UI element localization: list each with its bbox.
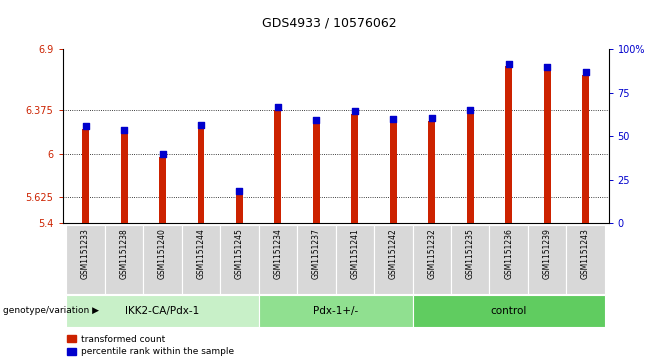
Point — [234, 188, 245, 194]
Text: GSM1151244: GSM1151244 — [197, 228, 205, 279]
Bar — [582, 74, 589, 223]
Text: control: control — [490, 306, 527, 316]
Text: GSM1151238: GSM1151238 — [120, 228, 128, 278]
Bar — [428, 121, 435, 223]
Bar — [297, 225, 336, 294]
Text: GSM1151232: GSM1151232 — [427, 228, 436, 278]
Point — [465, 107, 476, 113]
Point — [580, 69, 591, 74]
Bar — [66, 225, 105, 294]
Bar — [236, 194, 243, 223]
Point — [119, 127, 130, 132]
Text: GSM1151243: GSM1151243 — [581, 228, 590, 279]
Bar — [274, 110, 282, 223]
Point — [195, 122, 206, 128]
Bar — [259, 295, 413, 327]
Bar — [467, 113, 474, 223]
Bar — [374, 225, 413, 294]
Point — [388, 117, 399, 122]
Bar — [220, 225, 259, 294]
Bar — [567, 225, 605, 294]
Legend: transformed count, percentile rank within the sample: transformed count, percentile rank withi… — [67, 335, 234, 356]
Text: GSM1151241: GSM1151241 — [350, 228, 359, 278]
Bar — [313, 123, 320, 223]
Bar — [505, 66, 512, 223]
Text: GSM1151234: GSM1151234 — [273, 228, 282, 279]
Bar — [413, 225, 451, 294]
Bar — [490, 225, 528, 294]
Bar — [451, 225, 490, 294]
Bar — [197, 128, 205, 223]
Text: GSM1151233: GSM1151233 — [81, 228, 90, 279]
Text: GDS4933 / 10576062: GDS4933 / 10576062 — [262, 16, 396, 29]
Point — [426, 115, 437, 121]
Text: Pdx-1+/-: Pdx-1+/- — [313, 306, 358, 316]
Bar — [82, 129, 89, 223]
Bar — [336, 225, 374, 294]
Bar — [66, 295, 259, 327]
Point — [311, 118, 322, 123]
Point — [272, 104, 283, 110]
Bar — [413, 295, 605, 327]
Bar — [182, 225, 220, 294]
Bar — [528, 225, 567, 294]
Bar — [159, 157, 166, 223]
Text: GSM1151239: GSM1151239 — [543, 228, 551, 279]
Point — [349, 108, 360, 114]
Bar — [544, 70, 551, 223]
Point — [157, 151, 168, 157]
Text: GSM1151242: GSM1151242 — [389, 228, 398, 278]
Point — [503, 61, 514, 66]
Bar — [143, 225, 182, 294]
Bar — [105, 225, 143, 294]
Text: GSM1151237: GSM1151237 — [312, 228, 321, 279]
Bar — [259, 225, 297, 294]
Text: genotype/variation ▶: genotype/variation ▶ — [3, 306, 99, 315]
Text: GSM1151240: GSM1151240 — [158, 228, 167, 279]
Text: GSM1151235: GSM1151235 — [466, 228, 474, 279]
Bar — [390, 122, 397, 223]
Text: GSM1151236: GSM1151236 — [504, 228, 513, 279]
Point — [80, 123, 91, 129]
Bar — [351, 114, 358, 223]
Text: GSM1151245: GSM1151245 — [235, 228, 244, 279]
Point — [542, 64, 552, 70]
Bar — [120, 132, 128, 223]
Text: IKK2-CA/Pdx-1: IKK2-CA/Pdx-1 — [126, 306, 199, 316]
